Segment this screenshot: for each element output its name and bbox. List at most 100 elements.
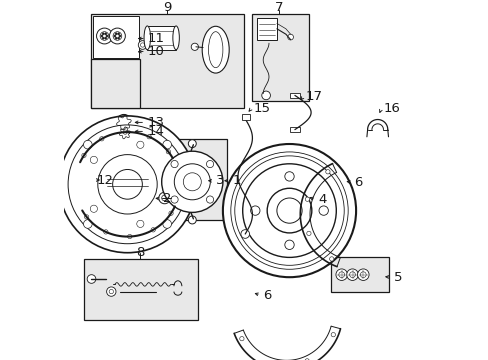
Text: 4: 4 bbox=[317, 193, 325, 206]
Circle shape bbox=[115, 37, 117, 39]
Circle shape bbox=[137, 220, 143, 228]
Bar bbox=[289, 93, 300, 98]
Circle shape bbox=[151, 228, 155, 232]
Bar bbox=[91, 14, 244, 108]
Circle shape bbox=[330, 333, 335, 337]
Text: 3: 3 bbox=[216, 174, 224, 187]
Circle shape bbox=[171, 196, 178, 203]
Circle shape bbox=[59, 116, 196, 253]
Text: 6: 6 bbox=[353, 176, 362, 189]
Circle shape bbox=[83, 220, 92, 228]
Circle shape bbox=[90, 205, 97, 212]
Circle shape bbox=[166, 149, 170, 154]
Circle shape bbox=[174, 164, 210, 200]
Ellipse shape bbox=[172, 26, 179, 50]
Circle shape bbox=[171, 161, 178, 168]
Circle shape bbox=[223, 144, 355, 277]
Bar bbox=[289, 127, 300, 132]
Bar bbox=[251, 14, 309, 101]
Circle shape bbox=[104, 33, 106, 35]
Circle shape bbox=[163, 140, 171, 149]
Circle shape bbox=[162, 195, 167, 201]
Circle shape bbox=[360, 272, 366, 278]
Circle shape bbox=[120, 118, 128, 127]
Circle shape bbox=[183, 173, 201, 191]
Circle shape bbox=[346, 269, 358, 280]
Circle shape bbox=[100, 137, 104, 141]
Bar bbox=[241, 114, 250, 120]
Polygon shape bbox=[147, 26, 176, 50]
Circle shape bbox=[87, 275, 96, 283]
Circle shape bbox=[98, 155, 157, 214]
Circle shape bbox=[357, 269, 368, 280]
Circle shape bbox=[84, 215, 89, 219]
Circle shape bbox=[239, 337, 244, 341]
Circle shape bbox=[284, 172, 294, 181]
Circle shape bbox=[266, 188, 311, 233]
Circle shape bbox=[103, 230, 108, 234]
Text: 12: 12 bbox=[96, 174, 113, 186]
Circle shape bbox=[109, 28, 125, 44]
Circle shape bbox=[100, 32, 108, 40]
Circle shape bbox=[83, 140, 92, 149]
Bar bbox=[92, 16, 139, 58]
Text: 16: 16 bbox=[383, 102, 400, 115]
Circle shape bbox=[117, 37, 120, 39]
Circle shape bbox=[206, 161, 213, 168]
Circle shape bbox=[305, 197, 309, 201]
Text: 8: 8 bbox=[136, 246, 144, 258]
Circle shape bbox=[123, 130, 127, 134]
Text: 15: 15 bbox=[253, 102, 270, 114]
Circle shape bbox=[276, 198, 302, 223]
Text: 2: 2 bbox=[163, 192, 171, 205]
Circle shape bbox=[206, 196, 213, 203]
Circle shape bbox=[305, 359, 309, 360]
Circle shape bbox=[147, 135, 151, 139]
Bar bbox=[91, 59, 140, 108]
Circle shape bbox=[122, 130, 128, 136]
Circle shape bbox=[104, 37, 106, 39]
Bar bbox=[257, 18, 276, 40]
Circle shape bbox=[188, 140, 196, 148]
Circle shape bbox=[117, 33, 120, 35]
Circle shape bbox=[96, 28, 112, 44]
Text: 11: 11 bbox=[148, 32, 164, 45]
Circle shape bbox=[163, 220, 171, 228]
Circle shape bbox=[188, 216, 196, 224]
Text: 1: 1 bbox=[232, 174, 240, 187]
Circle shape bbox=[165, 181, 172, 188]
Circle shape bbox=[81, 153, 86, 158]
Circle shape bbox=[112, 170, 142, 199]
Circle shape bbox=[162, 151, 223, 212]
Circle shape bbox=[191, 43, 198, 50]
Circle shape bbox=[306, 231, 310, 235]
Circle shape bbox=[118, 127, 131, 140]
Bar bbox=[330, 257, 387, 292]
Circle shape bbox=[329, 257, 333, 261]
Circle shape bbox=[349, 272, 355, 278]
Circle shape bbox=[127, 234, 132, 239]
Circle shape bbox=[102, 37, 104, 39]
Circle shape bbox=[159, 192, 170, 204]
Circle shape bbox=[261, 91, 270, 100]
Circle shape bbox=[168, 211, 173, 215]
Ellipse shape bbox=[208, 32, 223, 68]
Circle shape bbox=[106, 35, 108, 37]
Text: 7: 7 bbox=[274, 1, 283, 14]
Circle shape bbox=[335, 269, 347, 280]
Circle shape bbox=[318, 206, 328, 215]
Circle shape bbox=[101, 35, 103, 37]
Ellipse shape bbox=[202, 26, 229, 73]
Circle shape bbox=[109, 289, 113, 294]
Circle shape bbox=[338, 272, 344, 278]
Circle shape bbox=[250, 206, 260, 215]
Circle shape bbox=[115, 33, 117, 35]
Ellipse shape bbox=[144, 26, 150, 50]
Circle shape bbox=[138, 41, 146, 49]
Circle shape bbox=[116, 114, 132, 130]
Circle shape bbox=[113, 32, 122, 40]
Circle shape bbox=[140, 43, 144, 47]
Text: 14: 14 bbox=[147, 125, 164, 138]
Text: 9: 9 bbox=[163, 1, 171, 14]
Bar bbox=[84, 259, 197, 320]
